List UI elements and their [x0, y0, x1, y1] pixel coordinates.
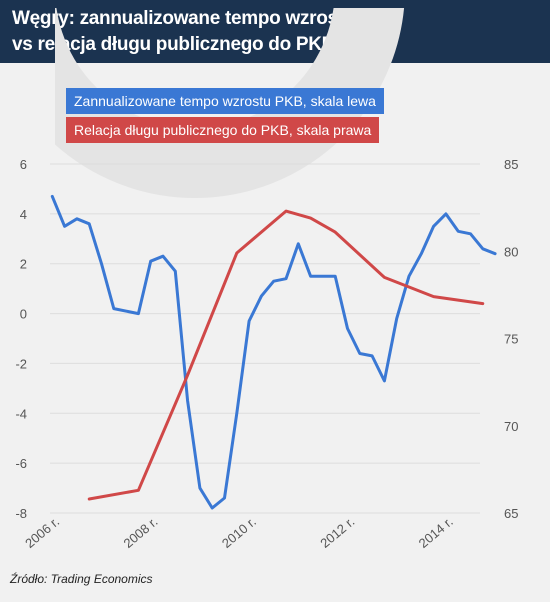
source-note: Źródło: Trading Economics: [10, 572, 153, 586]
y-left-tick-label: 2: [20, 257, 27, 272]
y-right-tick-label: 80: [504, 244, 518, 259]
y-right-tick-label: 65: [504, 506, 518, 521]
x-tick-label: 2006 r.: [22, 514, 62, 551]
y-left-tick-label: -2: [15, 356, 27, 371]
y-right-tick-label: 70: [504, 419, 518, 434]
x-tick-label: 2012 r.: [317, 514, 357, 551]
y-right-tick-label: 85: [504, 157, 518, 172]
y-right-tick-label: 75: [504, 332, 518, 347]
y-left-tick-label: 4: [20, 207, 27, 222]
watermark-logo-icon: [55, 8, 404, 198]
y-axis-left: 6 4 2 0 -2 -4 -6 -8: [15, 157, 27, 521]
y-left-tick-label: -8: [15, 506, 27, 521]
y-left-tick-label: -4: [15, 406, 27, 421]
x-tick-label: 2014 r.: [416, 514, 456, 551]
x-axis: 2006 r. 2008 r. 2010 r. 2012 r. 2014 r.: [22, 514, 456, 551]
series-line-gdp-growth: [50, 194, 497, 510]
y-left-tick-label: -6: [15, 456, 27, 471]
x-tick-label: 2010 r.: [219, 514, 259, 551]
chart-gridlines: [50, 163, 480, 514]
header-bar: [0, 0, 550, 63]
x-tick-label: 2008 r.: [121, 514, 161, 551]
series-line-public-debt: [87, 209, 485, 501]
y-left-tick-label: 0: [20, 307, 27, 322]
y-axis-right: 85 80 75 70 65: [504, 157, 518, 521]
legend-item-gdp-growth: Zannualizowane tempo wzrostu PKB, skala …: [66, 88, 384, 114]
chart-series: [50, 194, 497, 510]
legend-item-public-debt: Relacja długu publicznego do PKB, skala …: [66, 117, 380, 143]
y-left-tick-label: 6: [20, 157, 27, 172]
